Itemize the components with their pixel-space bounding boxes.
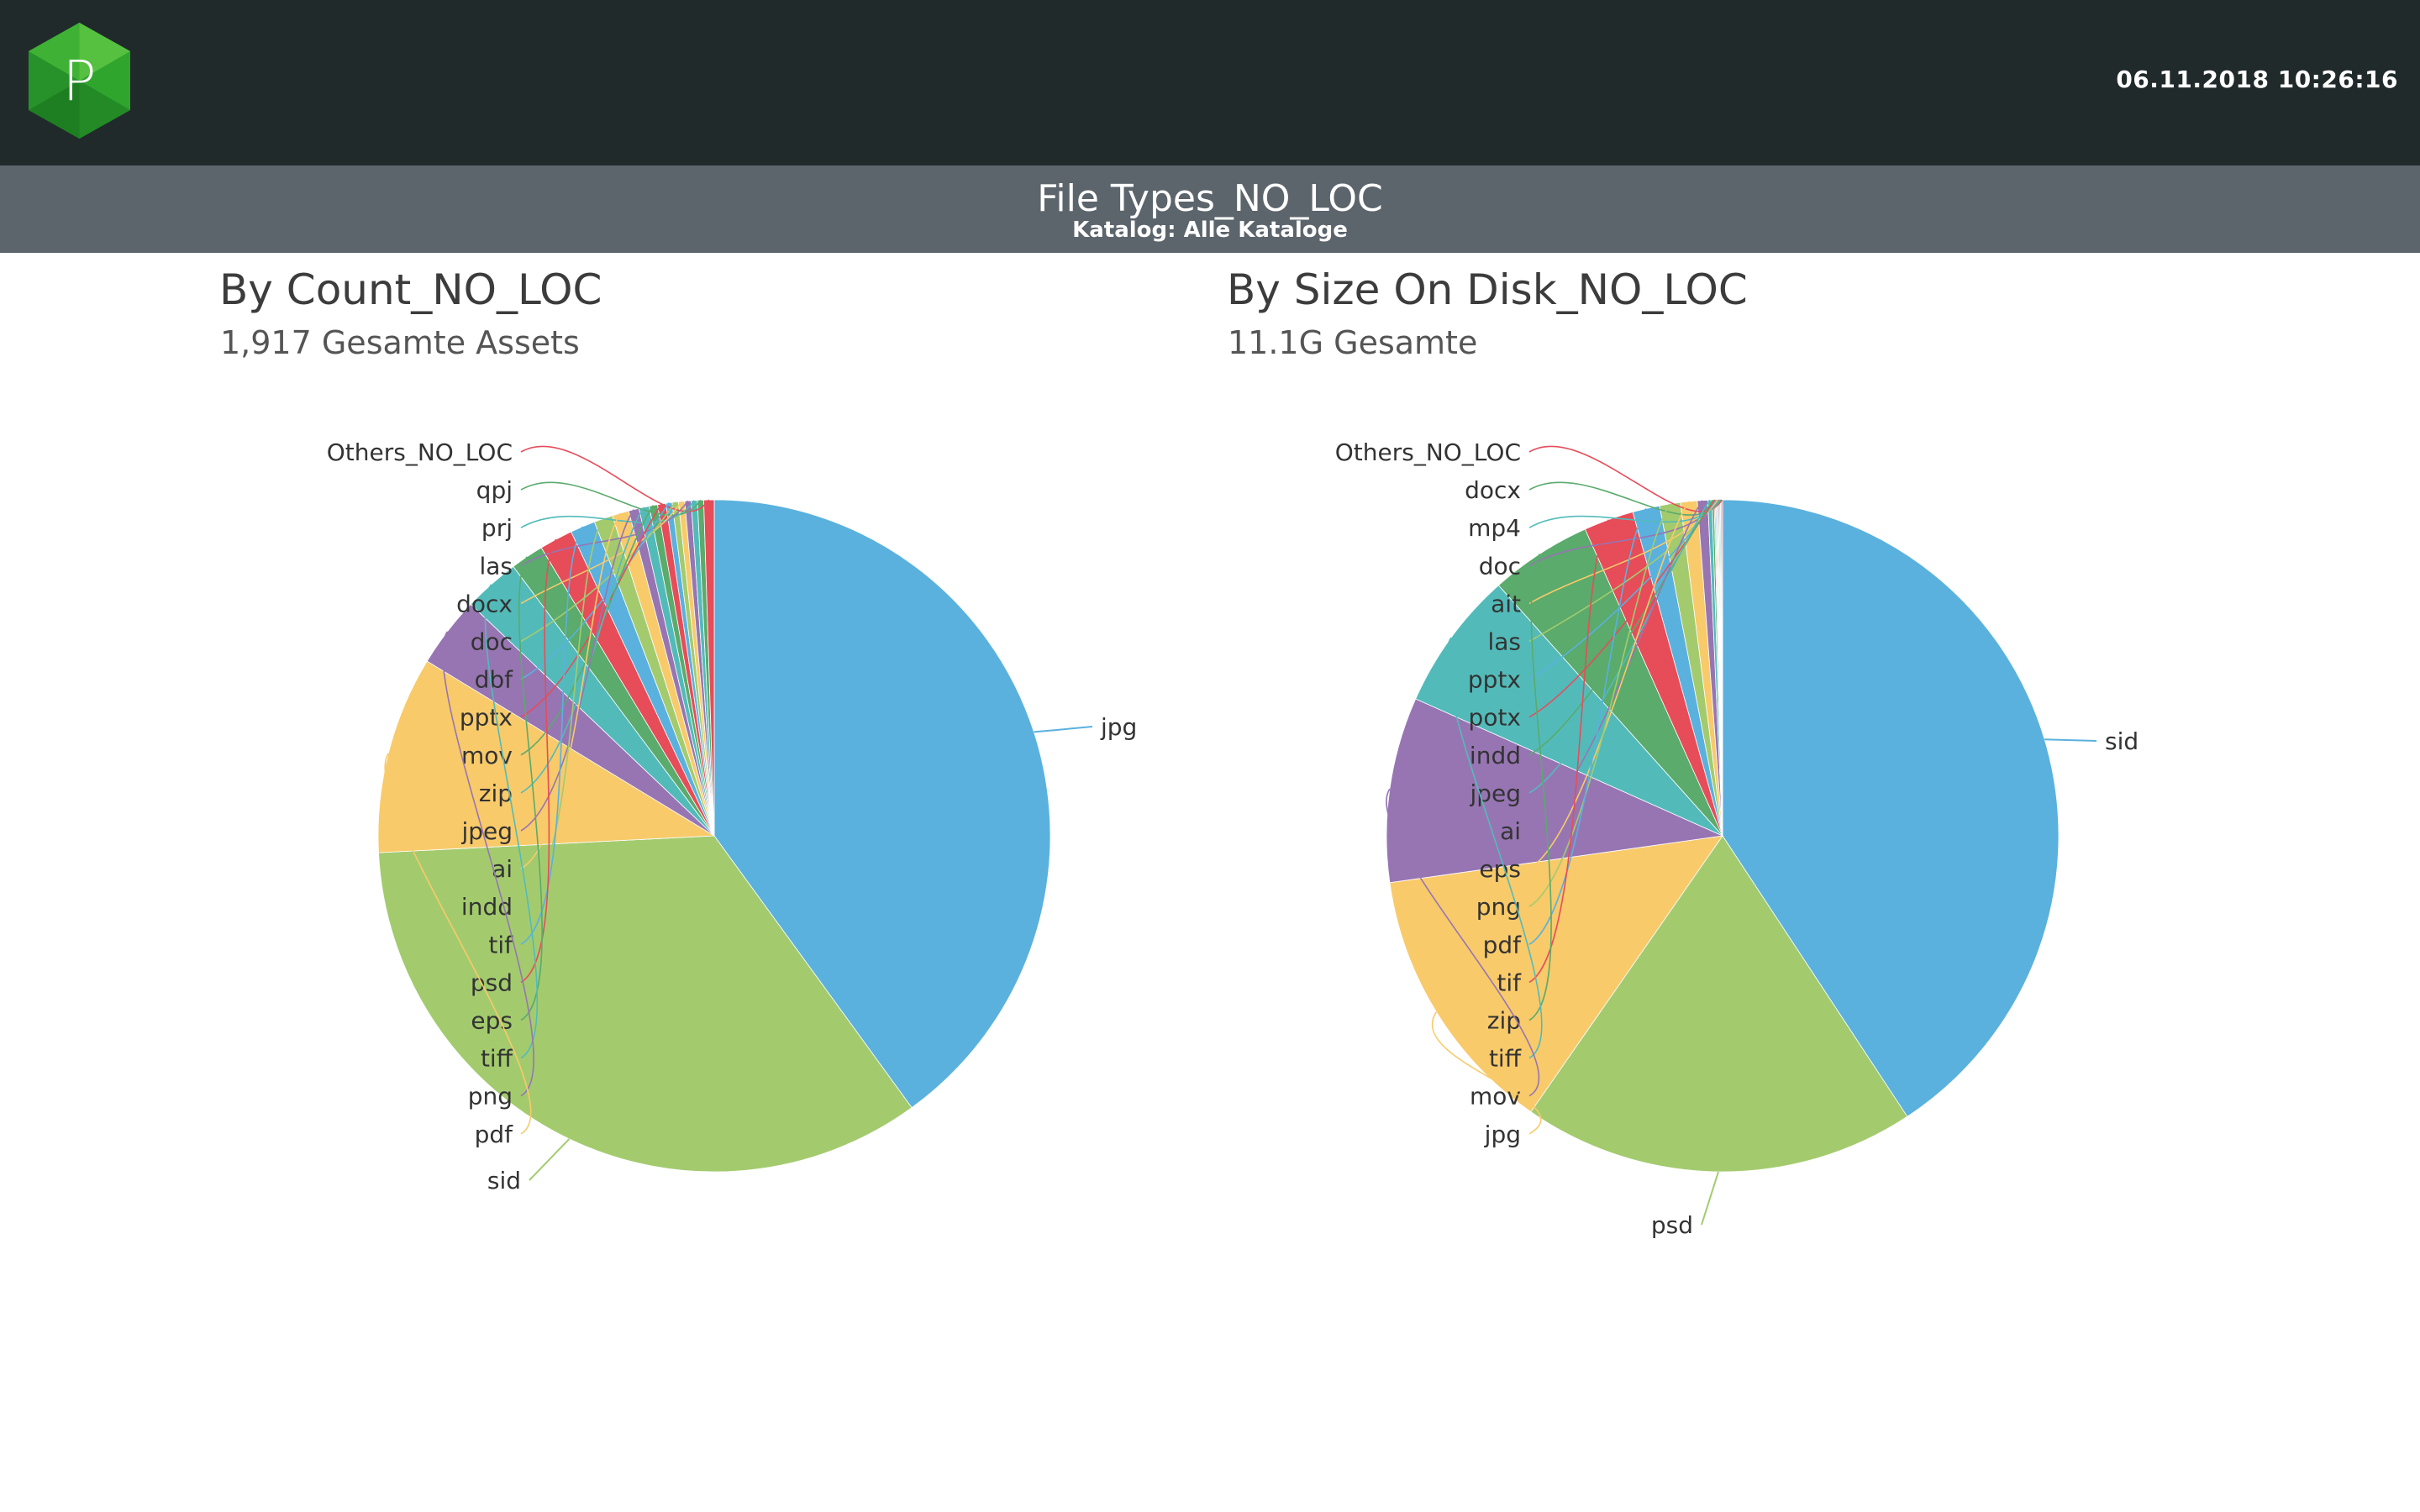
pie-0-leader-las: [520, 500, 689, 566]
pie-0-leader-qpj: [520, 481, 702, 517]
pie-0-leader-psd: [520, 538, 557, 984]
size-panel-subtitle: 11.1G Gesamte: [1228, 324, 1478, 361]
pie-1-label-las: las: [1487, 628, 1521, 656]
pie-0-leader-docx: [520, 501, 682, 605]
pie-1-leader-indd: [1528, 499, 1714, 756]
timestamp: 06.11.2018 10:26:16: [2116, 66, 2398, 93]
pie-0-leader-sid: [529, 1138, 571, 1181]
pie-0-label-pptx: pptx: [460, 704, 513, 732]
report-subtitle: Katalog: Alle Kataloge: [1072, 218, 1348, 243]
pie-0-label-sid: sid: [487, 1167, 521, 1194]
pie-0-label-indd: indd: [461, 893, 513, 921]
pie-0-label-qpj: qpj: [476, 476, 513, 504]
pie-1-leader-jpeg: [1528, 499, 1711, 794]
pie-1-label-pptx: pptx: [1468, 666, 1521, 694]
pie-1-label-jpg: jpg: [1484, 1121, 1521, 1148]
pie-0-label-pdf: pdf: [475, 1121, 514, 1148]
pie-0-leader-eps: [518, 556, 543, 1021]
pie-0-leader-dbf: [520, 502, 670, 680]
pie-0-label-las: las: [479, 552, 513, 580]
pie-1-label-ai: ai: [1500, 817, 1521, 845]
pie-1-label-ait: ait: [1491, 590, 1521, 617]
pie-1-leader-png: [1528, 503, 1671, 907]
pie-0-label-psd: psd: [471, 969, 513, 996]
pie-0-leader-ai: [520, 512, 622, 869]
pie-0-label-tif: tif: [488, 931, 513, 958]
pie-1-label-jpeg: jpeg: [1469, 780, 1521, 807]
pie-0-leader-doc: [520, 501, 676, 643]
pie-0-leader-tiff: [484, 584, 539, 1059]
report-header: File Types_NO_LOC Katalog: Alle Kataloge: [0, 165, 2420, 253]
pie-1-label-mp4: mp4: [1468, 514, 1521, 542]
pie-1-label-tif: tif: [1497, 969, 1522, 996]
pie-0-leader-png: [442, 631, 534, 1097]
pie-1-leader-zip: [1528, 553, 1552, 1021]
pie-0-leader-indd: [520, 517, 604, 907]
pie-0-label-png: png: [468, 1083, 513, 1110]
pie-0-label-others-no-loc: Others_NO_LOC: [327, 438, 513, 466]
pie-0-label-tiff: tiff: [481, 1045, 513, 1073]
size-panel-title: By Size On Disk_NO_LOC: [1227, 265, 1748, 314]
pie-1-slice-tiff[interactable]: [1415, 585, 1723, 837]
pie-0-leader-pdf: [384, 753, 532, 1135]
pie-1-label-potx: potx: [1469, 704, 1521, 732]
count-panel-title: By Count_NO_LOC: [219, 265, 602, 314]
pie-1-label-tiff: tiff: [1489, 1045, 1522, 1073]
pie-0-label-ai: ai: [492, 855, 513, 883]
pie-0-label-zip: zip: [479, 780, 513, 807]
pie-0-label-doc: doc: [471, 628, 513, 656]
pie-0-label-jpeg: jpeg: [460, 817, 513, 845]
pie-1-slice-sid[interactable]: [1722, 499, 2060, 1117]
pie-1-label-pdf: pdf: [1483, 931, 1523, 958]
pie-0-label-jpg: jpg: [1100, 713, 1137, 741]
pie-1-leader-psd: [1701, 1171, 1719, 1226]
pie-0-leader-others-no-loc: [520, 445, 710, 512]
pie-1-label-doc: doc: [1479, 552, 1521, 580]
pie-1-leader-eps: [1528, 501, 1690, 869]
hexagon-logo-icon[interactable]: P: [26, 21, 133, 140]
pie-1-label-sid: sid: [2105, 727, 2139, 755]
pie-0-leader-tif: [520, 526, 584, 945]
pie-1-label-indd: indd: [1470, 742, 1521, 769]
top-bar: P 06.11.2018 10:26:16: [0, 0, 2420, 165]
pie-1-label-psd: psd: [1651, 1211, 1693, 1239]
pie-0-label-docx: docx: [456, 590, 513, 617]
pie-0-label-dbf: dbf: [475, 666, 514, 694]
pie-0-slice-sid[interactable]: [378, 835, 913, 1173]
pie-1-label-docx: docx: [1465, 476, 1521, 504]
pie-1-label-zip: zip: [1487, 1007, 1521, 1035]
pie-1-slice-mov[interactable]: [1386, 698, 1724, 884]
pie-0-label-prj: prj: [481, 514, 513, 542]
count-panel-subtitle: 1,917 Gesamte Assets: [220, 324, 580, 361]
pie-1-label-mov: mov: [1470, 1083, 1521, 1110]
pie-1-leader-mov: [1386, 788, 1540, 1097]
pie-0-leader-jpg: [1034, 726, 1093, 733]
pie-1-leader-tiff: [1445, 637, 1543, 1059]
logo-letter: P: [63, 49, 97, 113]
pie-0-leader-jpeg: [520, 509, 634, 832]
pie-1-leader-pdf: [1528, 508, 1647, 945]
pie-1-leader-jpg: [1431, 1011, 1542, 1135]
pie-1-label-others-no-loc: Others_NO_LOC: [1335, 438, 1521, 466]
pie-1-label-eps: eps: [1479, 855, 1521, 883]
report-title: File Types_NO_LOC: [1037, 177, 1383, 220]
pie-1-slice-psd[interactable]: [1530, 835, 1908, 1173]
pie-0-slice-jpg[interactable]: [713, 499, 1051, 1109]
pie-1-leader-sid: [2044, 738, 2097, 742]
pie-0-label-eps: eps: [471, 1007, 513, 1035]
